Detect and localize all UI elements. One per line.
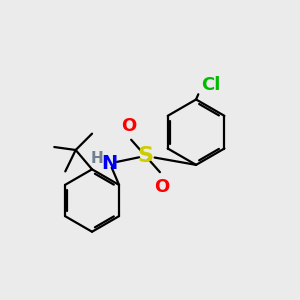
Text: N: N bbox=[102, 154, 118, 173]
Text: H: H bbox=[91, 151, 104, 166]
Text: S: S bbox=[137, 146, 154, 166]
Text: O: O bbox=[122, 117, 137, 135]
Text: Cl: Cl bbox=[201, 76, 221, 94]
Text: O: O bbox=[154, 178, 170, 196]
